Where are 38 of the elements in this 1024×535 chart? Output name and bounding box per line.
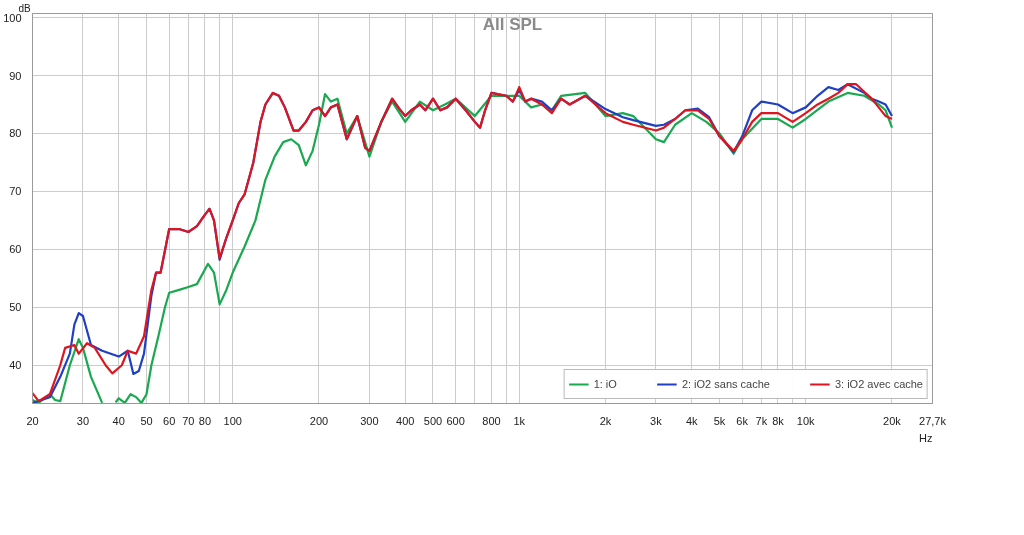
x-tick-label: 8k [772,414,785,427]
x-tick-label: 10k [796,414,816,427]
x-tick-label: 80 [198,414,212,427]
x-tick-label: 40 [112,414,125,427]
x-tick-label: 1k [513,414,526,427]
x-tick-label: 2k [599,414,612,427]
y-tick-label: 50 [9,301,22,314]
x-tick-label: 20 [26,414,39,427]
legend-label: 1: iO [593,378,617,390]
y-tick-label: 60 [9,243,22,256]
y-tick-label: 40 [9,359,22,372]
x-tick-label: 200 [309,414,329,427]
y-axis-title: dB [18,2,32,14]
x-tick-label: 400 [396,414,415,427]
y-tick-label: 70 [9,185,22,198]
x-tick-label: 100 [223,414,242,427]
chart-title: All SPL [482,14,543,34]
legend-label: 3: iO2 avec cache [834,378,923,390]
x-tick-label: 500 [423,414,443,427]
x-tick-label: 20k [883,414,902,427]
y-tick-label: 80 [9,127,22,140]
x-tick-label: 6k [736,414,749,427]
x-tick-label: 4k [685,414,699,427]
x-tick-label: 600 [446,414,465,427]
x-tick-label: 70 [182,414,195,427]
y-tick-label: 90 [9,69,22,82]
x-tick-label: 5k [713,414,726,427]
x-tick-label: 3k [650,414,663,427]
x-tick-label: 60 [163,414,176,427]
x-tick-label: 7k [755,414,768,427]
x-tick-label: 800 [482,414,501,427]
legend-label: 2: iO2 sans cache [681,378,770,390]
x-tick-label: 27,7k [919,414,947,427]
x-tick-label: 30 [76,414,90,427]
x-axis-title: Hz [919,431,933,444]
x-tick-label: 50 [140,414,153,427]
x-tick-label: 300 [360,414,379,427]
y-tick-label: 100 [3,11,22,24]
